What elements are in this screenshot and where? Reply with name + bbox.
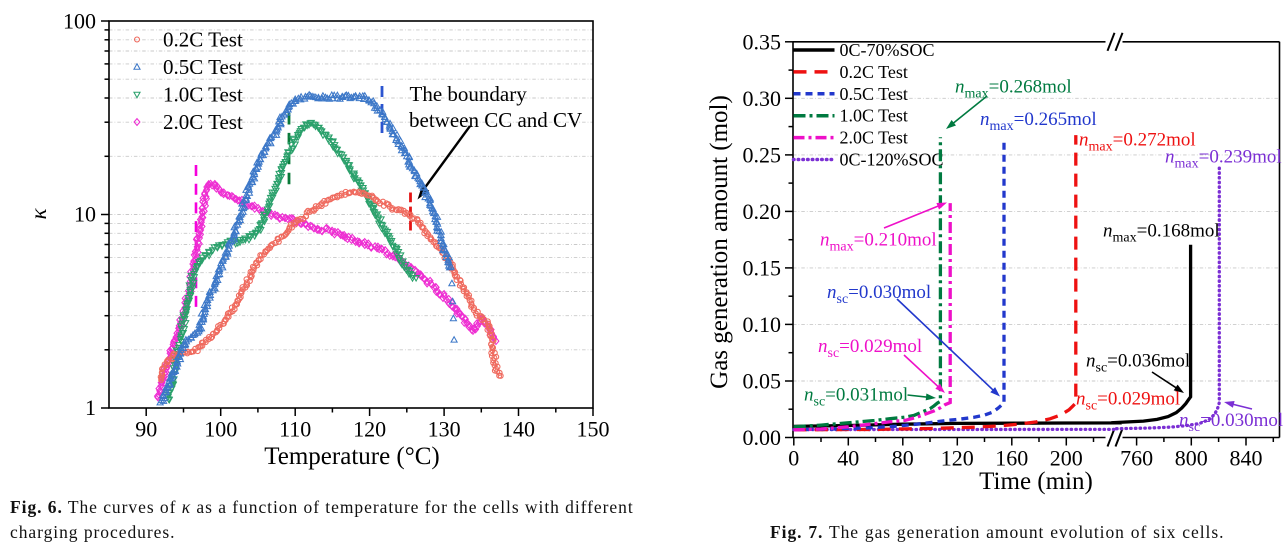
svg-text:10: 10 bbox=[74, 202, 96, 227]
svg-text:nsc=0.029mol: nsc=0.029mol bbox=[1076, 389, 1180, 414]
svg-text:760: 760 bbox=[1120, 446, 1153, 471]
svg-text:200: 200 bbox=[1050, 446, 1083, 471]
svg-text:between CC and CV: between CC and CV bbox=[409, 108, 582, 132]
svg-text:nsc=0.031mol: nsc=0.031mol bbox=[804, 385, 908, 410]
svg-text:nsc=0.030mol: nsc=0.030mol bbox=[1179, 410, 1283, 435]
svg-text:0.5C Test: 0.5C Test bbox=[163, 55, 243, 79]
svg-text:0.25: 0.25 bbox=[743, 142, 782, 167]
svg-text:nmax=0.239mol: nmax=0.239mol bbox=[1165, 147, 1282, 172]
svg-text:1.0C Test: 1.0C Test bbox=[163, 83, 243, 107]
svg-text:nmax=0.168mol: nmax=0.168mol bbox=[1103, 221, 1220, 246]
svg-text:nsc=0.030mol: nsc=0.030mol bbox=[827, 282, 931, 307]
svg-text:0C-120%SOC: 0C-120%SOC bbox=[840, 150, 944, 170]
svg-text:0.35: 0.35 bbox=[743, 29, 782, 54]
svg-text:Temperature (°C): Temperature (°C) bbox=[264, 443, 440, 470]
svg-text:120: 120 bbox=[941, 446, 974, 471]
svg-text:0.30: 0.30 bbox=[743, 86, 782, 111]
svg-text:800: 800 bbox=[1175, 446, 1208, 471]
svg-text:40: 40 bbox=[837, 446, 859, 471]
svg-text:nmax=0.265mol: nmax=0.265mol bbox=[980, 109, 1097, 134]
svg-text:100: 100 bbox=[204, 417, 237, 442]
svg-text:130: 130 bbox=[428, 417, 461, 442]
svg-text:90: 90 bbox=[135, 417, 157, 442]
svg-text:Gas generation amount (mol): Gas generation amount (mol) bbox=[706, 95, 733, 389]
svg-text:0C-70%SOC: 0C-70%SOC bbox=[840, 40, 935, 60]
svg-text:0.00: 0.00 bbox=[743, 425, 782, 450]
svg-text:Fig. 7. The gas generation am: Fig. 7. The gas generation amount evolut… bbox=[770, 522, 1224, 542]
svg-text:110: 110 bbox=[279, 417, 311, 442]
svg-text:2.0C Test: 2.0C Test bbox=[163, 110, 243, 134]
svg-text:0.05: 0.05 bbox=[743, 369, 782, 394]
svg-text:nmax=0.268mol: nmax=0.268mol bbox=[955, 77, 1072, 102]
svg-text:140: 140 bbox=[502, 417, 535, 442]
svg-text:0.5C Test: 0.5C Test bbox=[840, 84, 908, 104]
svg-text:1: 1 bbox=[85, 395, 96, 420]
svg-text:charging procedures.: charging procedures. bbox=[10, 522, 175, 542]
svg-text:nsc=0.036mol: nsc=0.036mol bbox=[1086, 351, 1190, 376]
svg-text:80: 80 bbox=[892, 446, 914, 471]
svg-text:Fig. 6. The curves of κ as a: Fig. 6. The curves of κ as a function of… bbox=[10, 497, 634, 517]
svg-text:0.15: 0.15 bbox=[743, 255, 782, 280]
svg-text:0: 0 bbox=[788, 446, 799, 471]
svg-text:2.0C Test: 2.0C Test bbox=[840, 128, 908, 148]
svg-text:κ: κ bbox=[26, 208, 51, 220]
svg-text:160: 160 bbox=[995, 446, 1028, 471]
svg-text:The boundary: The boundary bbox=[410, 82, 528, 106]
svg-text:0.20: 0.20 bbox=[743, 199, 782, 224]
svg-text:1.0C Test: 1.0C Test bbox=[840, 106, 908, 126]
svg-text:100: 100 bbox=[63, 9, 96, 34]
svg-text:840: 840 bbox=[1230, 446, 1263, 471]
svg-text:nmax=0.210mol: nmax=0.210mol bbox=[820, 230, 937, 255]
svg-text:0.10: 0.10 bbox=[743, 312, 782, 337]
svg-text:0.2C Test: 0.2C Test bbox=[163, 28, 243, 52]
svg-text:nmax=0.272mol: nmax=0.272mol bbox=[1079, 130, 1196, 155]
svg-text:Time (min): Time (min) bbox=[979, 468, 1093, 495]
svg-text:0.2C Test: 0.2C Test bbox=[840, 62, 908, 82]
svg-text:120: 120 bbox=[353, 417, 386, 442]
svg-text:150: 150 bbox=[577, 417, 610, 442]
svg-text:nsc=0.029mol: nsc=0.029mol bbox=[818, 336, 922, 361]
